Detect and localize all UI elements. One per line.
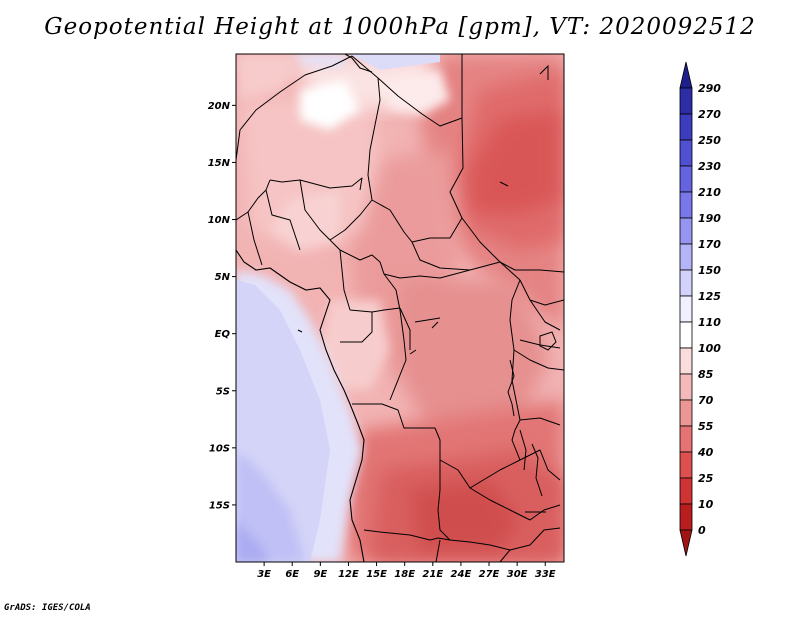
colorbar-label: 25	[698, 472, 714, 485]
lakes	[409, 64, 557, 513]
latitude-axis: 20N 15N 10N 5N EQ 5S 10S 15S	[208, 101, 236, 511]
colorbar-label: 110	[698, 316, 721, 329]
colorbar-label: 250	[698, 134, 721, 147]
colorbar-swatch	[679, 139, 693, 167]
lon-tick-label: 33E	[535, 569, 556, 580]
grads-credit: GrADS: IGES/COLA	[4, 603, 91, 613]
lat-tick-label: 10S	[209, 443, 230, 454]
colorbar-label: 290	[698, 82, 721, 95]
lon-tick-label: 30E	[507, 569, 528, 580]
lon-tick-label: 27E	[479, 569, 500, 580]
colorbar-swatch	[679, 399, 693, 427]
lat-tick-label: 15S	[209, 500, 230, 511]
colorbar-label: 150	[698, 264, 721, 277]
colorbar-swatch	[679, 113, 693, 141]
colorbar-label: 230	[698, 160, 721, 173]
lon-tick-label: 24E	[451, 569, 472, 580]
lon-tick-label: 6E	[285, 569, 299, 580]
lon-tick-label: 9E	[313, 569, 327, 580]
colorbar-swatch	[679, 217, 693, 245]
colorbar-label: 170	[698, 238, 721, 251]
colorbar-swatch	[679, 373, 693, 401]
colorbar-label: 40	[697, 446, 714, 459]
colorbar-label: 70	[698, 394, 714, 407]
lat-tick-label: 10N	[208, 215, 231, 226]
colorbar-swatch	[679, 191, 693, 219]
colorbar-swatch	[679, 269, 693, 297]
colorbar-swatch	[679, 425, 693, 453]
lat-tick-label: 5N	[215, 272, 231, 283]
colorbar-swatch	[679, 61, 693, 89]
colorbar-swatch	[679, 477, 693, 505]
lat-tick-label: 15N	[208, 158, 231, 169]
colorbar-swatch	[679, 347, 693, 375]
coastline	[236, 54, 373, 562]
colorbar-label: 100	[698, 342, 721, 355]
country-borders	[236, 54, 564, 562]
colorbar-swatch	[679, 87, 693, 115]
colorbar-swatch	[679, 503, 693, 531]
colorbar-label: 55	[698, 420, 714, 433]
colorbar-swatch	[679, 165, 693, 193]
colorbar-swatch	[679, 529, 693, 557]
colorbar-label: 210	[698, 186, 721, 199]
colorbar-label: 190	[698, 212, 721, 225]
lat-tick-label: 20N	[208, 101, 231, 112]
colorbar-swatch	[679, 451, 693, 479]
longitude-axis: 3E 6E 9E 12E 15E 18E 21E 24E 27E 30E 33E	[257, 562, 556, 580]
lon-tick-label: 21E	[422, 569, 443, 580]
lon-tick-label: 15E	[366, 569, 387, 580]
colorbar-swatch	[679, 295, 693, 323]
colorbar-label: 10	[698, 498, 714, 511]
lon-tick-label: 18E	[394, 569, 415, 580]
colorbar-swatch	[679, 243, 693, 271]
lon-tick-label: 3E	[257, 569, 271, 580]
colorbar-label: 85	[698, 368, 714, 381]
colorbar-label: 0	[698, 524, 706, 537]
lat-tick-label: EQ	[215, 329, 231, 340]
colorbar-swatch	[679, 321, 693, 349]
colorbar-label: 125	[698, 290, 721, 303]
colorbar: 2902702502302101901701501251101008570554…	[679, 61, 721, 557]
lat-tick-label: 5S	[216, 386, 230, 397]
lon-tick-label: 12E	[338, 569, 359, 580]
map-frame	[235, 53, 565, 563]
colorbar-label: 270	[698, 108, 721, 121]
chart-title: Geopotential Height at 1000hPa [gpm], VT…	[44, 14, 756, 40]
